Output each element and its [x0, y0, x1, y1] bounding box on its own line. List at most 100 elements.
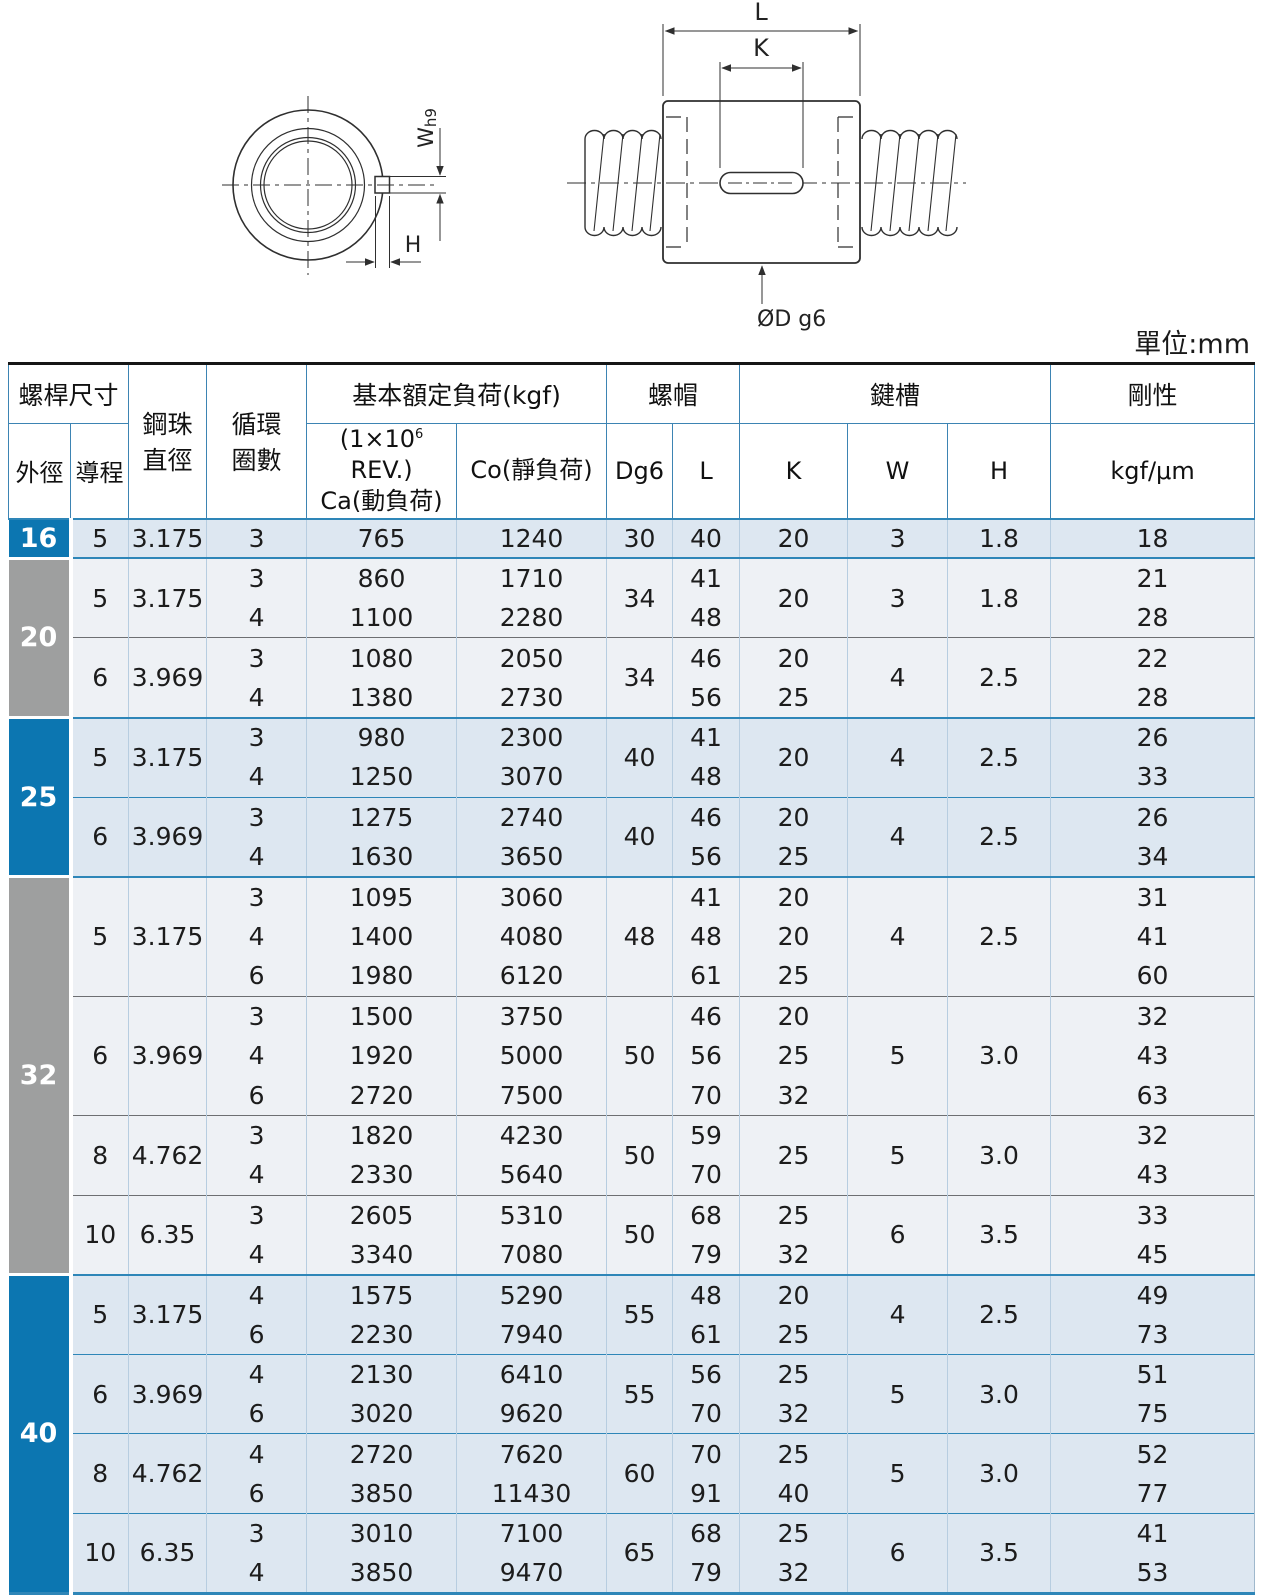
header-circuits: 循環 圈數: [206, 361, 308, 520]
lead-cell: 8: [69, 1433, 130, 1514]
rigidity-cell: 22: [1050, 637, 1256, 678]
rigidity-cell: 41: [1050, 1512, 1256, 1554]
spec-row: 10 6.35 3 3010 7100 65 68 25 6 3.5 41: [8, 1512, 1256, 1594]
ca-load-cell: 860: [306, 557, 458, 599]
circuits-cell: 6: [206, 1394, 308, 1434]
k-cell: 25: [739, 1035, 849, 1076]
ca-load-cell: 980: [306, 716, 458, 758]
dg6-cell: 50: [606, 995, 674, 1116]
co-load-cell: 3060: [456, 875, 608, 917]
rigidity-cell: 52: [1050, 1433, 1256, 1474]
ball-dia-cell: 4.762: [128, 1115, 208, 1196]
co-load-cell: 1710: [456, 557, 608, 599]
spec-row: 8 4.762 3 1820 4230 50 59 25 5 3.0 32: [8, 1115, 1256, 1196]
ca-load-cell: 1500: [306, 995, 458, 1036]
dg6-cell: 34: [606, 557, 674, 638]
lead-cell: 5: [69, 557, 130, 638]
w-cell: 5: [847, 995, 949, 1116]
header-rigidity: 剛性: [1050, 362, 1256, 424]
rigidity-cell: 77: [1050, 1473, 1256, 1514]
ca-load-cell: 3010: [306, 1512, 458, 1554]
rigidity-cell: 43: [1050, 1155, 1256, 1196]
k-cell: 32: [739, 1394, 849, 1434]
co-load-cell: 7500: [456, 1075, 608, 1116]
ball-dia-cell: 3.175: [128, 1273, 208, 1355]
k-cell: 20: [739, 796, 849, 837]
l-cell: 56: [672, 1353, 741, 1395]
w-cell: 4: [847, 1273, 949, 1355]
h-cell: 2.5: [947, 1273, 1052, 1355]
ca-load-cell: 1400: [306, 916, 458, 957]
h-cell: 2.5: [947, 716, 1052, 798]
l-cell: 46: [672, 796, 741, 837]
k-cell: 32: [739, 1553, 849, 1594]
h-cell: 3.5: [947, 1194, 1052, 1275]
lead-cell: 5: [69, 517, 130, 559]
header-h: H: [947, 422, 1052, 520]
k-cell: 20: [739, 557, 849, 638]
rigidity-cell: 18: [1050, 517, 1256, 559]
ca-load-cell: 2605: [306, 1194, 458, 1235]
co-load-cell: 2300: [456, 716, 608, 758]
ca-load-cell: 1630: [306, 836, 458, 877]
co-load-cell: 11430: [456, 1473, 608, 1514]
spec-row: 32 5 3.175 3 1095 3060 48 41 20 4 2.5 31: [8, 875, 1256, 1275]
rigidity-cell: 53: [1050, 1553, 1256, 1594]
header-lead: 導程: [69, 422, 130, 520]
h-cell: 3.0: [947, 1115, 1052, 1196]
l-cell: 41: [672, 557, 741, 599]
lead-cell: 6: [69, 995, 130, 1116]
l-cell: 56: [672, 836, 741, 877]
dim-k-label: K: [753, 34, 770, 62]
header-nut: 螺帽: [606, 362, 741, 424]
l-cell: 48: [672, 1273, 741, 1315]
h-cell: 1.8: [947, 557, 1052, 638]
nut-front-view: [222, 96, 446, 275]
l-cell: 68: [672, 1194, 741, 1235]
ballscrew-spec-table: 螺桿尺寸 鋼珠 直徑 循環 圈數 基本額定負荷(kgf) 螺帽 鍵槽 剛性 外徑…: [7, 361, 1256, 1595]
circuits-cell: 3: [206, 557, 308, 599]
rigidity-cell: 26: [1050, 796, 1256, 837]
dg6-cell: 55: [606, 1353, 674, 1434]
circuits-cell: 3: [206, 517, 308, 559]
circuits-cell: 4: [206, 598, 308, 638]
ca-load-cell: 3850: [306, 1473, 458, 1514]
circuits-cell: 3: [206, 716, 308, 758]
lead-cell: 10: [69, 1194, 130, 1275]
circuits-cell: 4: [206, 1273, 308, 1315]
spec-row: 6 3.969 3 1500 3750 50 46 20 5 3.0 32: [8, 995, 1256, 1116]
k-cell: 25: [739, 1194, 849, 1235]
circuits-cell: 4: [206, 1155, 308, 1196]
circuits-cell: 6: [206, 1473, 308, 1514]
ball-dia-cell: 3.969: [128, 995, 208, 1116]
header-dg6: Dg6: [606, 422, 674, 520]
outer-diameter-cell: 16: [8, 518, 73, 559]
ca-load-cell: 1100: [306, 598, 458, 638]
w-cell: 5: [847, 1115, 949, 1196]
co-load-cell: 9470: [456, 1553, 608, 1594]
h-cell: 2.5: [947, 637, 1052, 718]
rigidity-cell: 49: [1050, 1273, 1256, 1315]
co-load-cell: 5290: [456, 1273, 608, 1315]
l-cell: 41: [672, 716, 741, 758]
rigidity-cell: 34: [1050, 836, 1256, 877]
k-cell: 25: [739, 1353, 849, 1395]
header-ca: (1×106 REV.) Ca(動負荷): [306, 422, 458, 520]
co-load-cell: 7620: [456, 1433, 608, 1474]
circuits-cell: 4: [206, 757, 308, 798]
dg6-cell: 65: [606, 1512, 674, 1594]
h-cell: 3.0: [947, 1353, 1052, 1434]
header-basic-load: 基本額定負荷(kgf): [306, 362, 608, 424]
rigidity-cell: 21: [1050, 557, 1256, 599]
ca-load-cell: 1380: [306, 677, 458, 718]
k-cell: 20: [739, 875, 849, 917]
k-cell: 25: [739, 1512, 849, 1554]
co-load-cell: 2740: [456, 796, 608, 837]
co-load-cell: 5000: [456, 1035, 608, 1076]
dim-w-label: Wh9: [414, 108, 440, 148]
ca-load-cell: 765: [306, 517, 458, 559]
l-cell: 40: [672, 517, 741, 559]
ca-load-cell: 2330: [306, 1155, 458, 1196]
dg6-cell: 40: [606, 796, 674, 877]
